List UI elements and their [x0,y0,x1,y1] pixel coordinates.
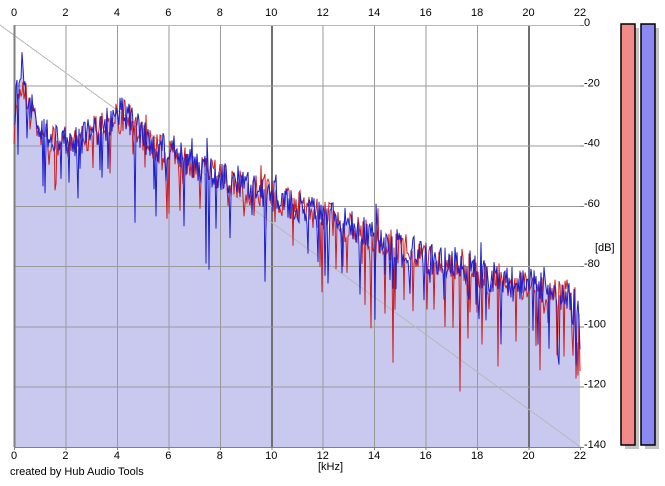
level-meters [620,23,659,449]
y-axis-tick-label: -80 [584,258,600,270]
y-axis-tick-label: -20 [584,77,600,89]
x-axis-tick-label: 4 [114,450,120,462]
x-axis-tick-label: 6 [165,450,171,462]
x-axis-tick-label: 16 [420,450,432,462]
credit-text: created by Hub Audio Tools [10,466,144,478]
x-axis-tick-label: 8 [217,7,223,19]
x-axis-top-labels: 0 2 4 6 8 10 12 14 16 18 20 22 [11,7,586,19]
x-axis-tick-label: 0 [11,450,17,462]
right-level-bar [640,23,656,446]
y-axis-labels: 0 -20 -40 -60 -80 -100 -120 -140 [584,17,606,451]
y-axis-tick-label: -120 [584,379,606,391]
x-axis-tick-label: 12 [317,7,329,19]
x-axis-unit-label: [kHz] [318,461,344,473]
x-axis-tick-label: 22 [574,7,586,19]
x-axis-tick-label: 2 [62,450,68,462]
x-axis-tick-label: 18 [471,7,483,19]
x-axis-tick-label: 6 [165,7,171,19]
channel-1-spectrum-trace [13,81,581,392]
left-level-bar [620,23,636,446]
x-axis-tick-label: 10 [265,7,277,19]
x-axis-tick-label: 8 [217,450,223,462]
spectrum-fill-area [14,52,580,447]
y-axis-tick-label: -60 [584,198,600,210]
x-axis-tick-label: 4 [114,7,120,19]
x-axis-tick-label: 12 [317,450,329,462]
y-axis-tick-label: -140 [584,439,606,451]
axis-frame [0,24,584,450]
x-axis-tick-label: 20 [522,7,534,19]
x-axis-tick-label: 18 [471,450,483,462]
x-axis-tick-label: 0 [11,7,17,19]
x-axis-tick-label: 14 [368,450,380,462]
x-axis-tick-label: 22 [574,450,586,462]
channel-2-spectrum-trace [13,52,581,366]
x-axis-tick-label: 16 [420,7,432,19]
x-axis-tick-label: 14 [368,7,380,19]
x-axis-bottom-labels: 0 2 4 6 8 10 12 14 16 18 20 22 [11,450,586,462]
x-axis-tick-label: 20 [522,450,534,462]
x-axis-tick-label: 10 [265,450,277,462]
y-axis-tick-label: -40 [584,138,600,150]
y-axis-tick-label: -100 [584,318,606,330]
y-axis-unit-label: [dB] [595,242,615,254]
y-axis-tick-label: 0 [584,17,590,29]
x-axis-tick-label: 2 [62,7,68,19]
